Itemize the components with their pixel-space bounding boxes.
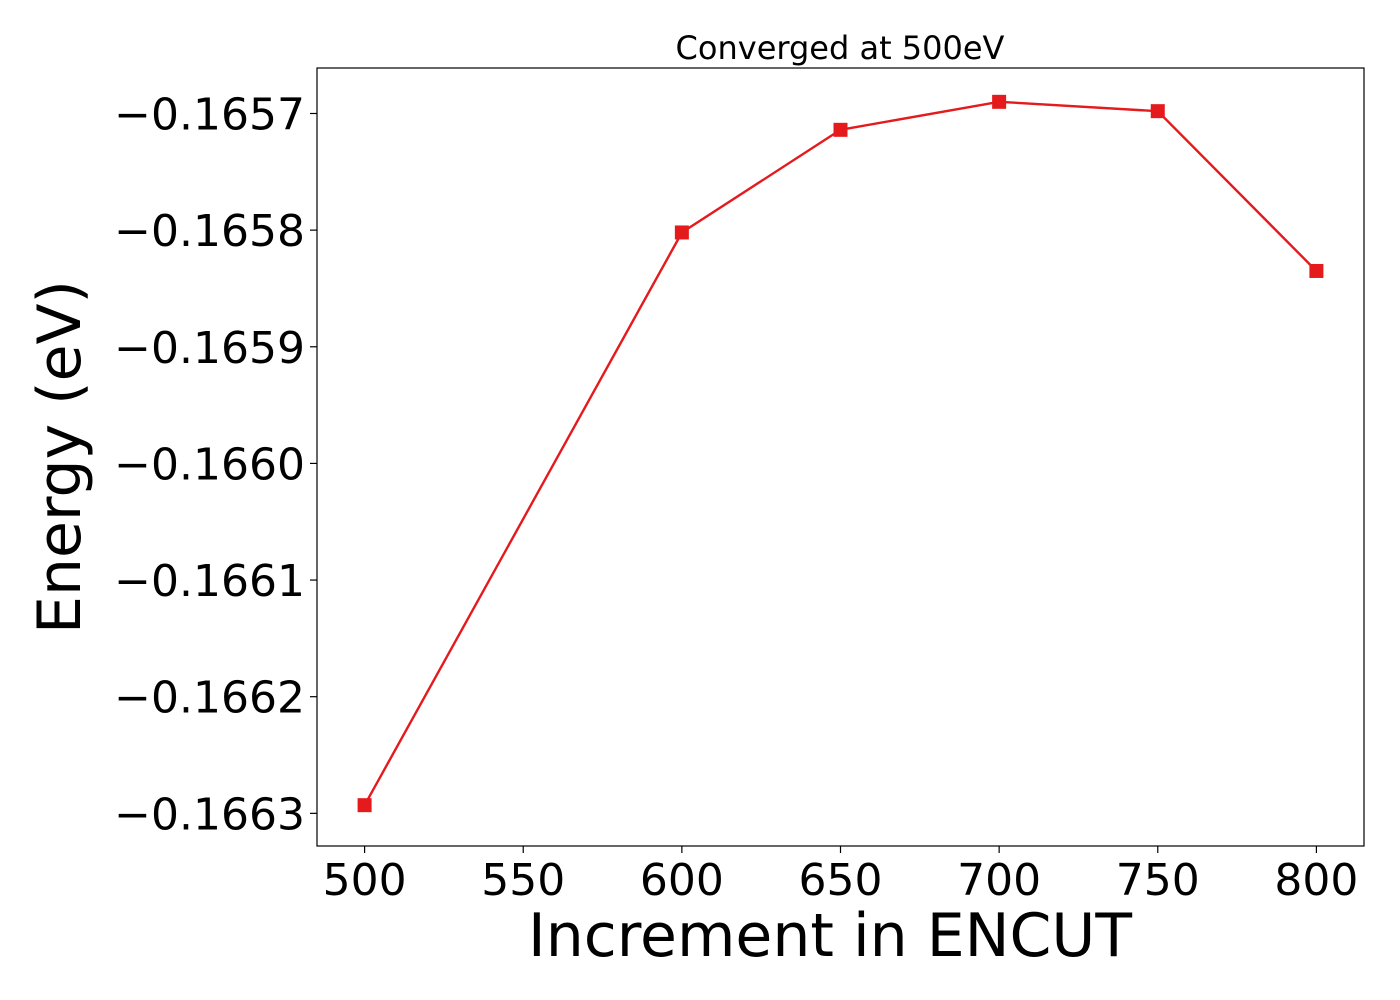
x-tick-label: 550 bbox=[481, 855, 565, 906]
y-tick-label: −0.1661 bbox=[114, 556, 305, 607]
series-layer bbox=[357, 94, 1324, 813]
y-tick-label: −0.1663 bbox=[114, 789, 305, 840]
x-tick-label: 700 bbox=[957, 855, 1041, 906]
data-point-marker bbox=[1309, 263, 1324, 278]
x-axis-ticks: 500 550 600 650 700 750 800 bbox=[323, 846, 1358, 906]
y-tick-label: −0.1657 bbox=[114, 89, 305, 140]
y-axis-ticks: −0.1663 −0.1662 −0.1661 −0.1660 −0.1659 −0.16… bbox=[114, 89, 317, 840]
y-tick-label: −0.1658 bbox=[114, 206, 305, 257]
y-tick-label: −0.1662 bbox=[114, 673, 305, 724]
chart-title: Converged at 500eV bbox=[676, 29, 1005, 67]
x-tick-label: 800 bbox=[1274, 855, 1358, 906]
data-point-marker bbox=[357, 798, 372, 813]
y-tick-label: −0.1660 bbox=[114, 439, 305, 490]
y-axis-label: Energy (eV) bbox=[25, 280, 95, 634]
x-axis-label: Increment in ENCUT bbox=[528, 901, 1132, 971]
x-tick-label: 600 bbox=[640, 855, 724, 906]
data-point-marker bbox=[1150, 104, 1165, 119]
plot-area bbox=[316, 67, 1365, 847]
x-tick-label: 650 bbox=[799, 855, 883, 906]
x-tick-label: 500 bbox=[323, 855, 407, 906]
data-point-marker bbox=[674, 225, 689, 240]
series-line bbox=[363, 100, 1318, 806]
data-point-marker bbox=[833, 122, 848, 137]
data-point-marker bbox=[992, 94, 1007, 109]
y-tick-label: −0.1659 bbox=[114, 323, 305, 374]
x-tick-label: 750 bbox=[1116, 855, 1200, 906]
